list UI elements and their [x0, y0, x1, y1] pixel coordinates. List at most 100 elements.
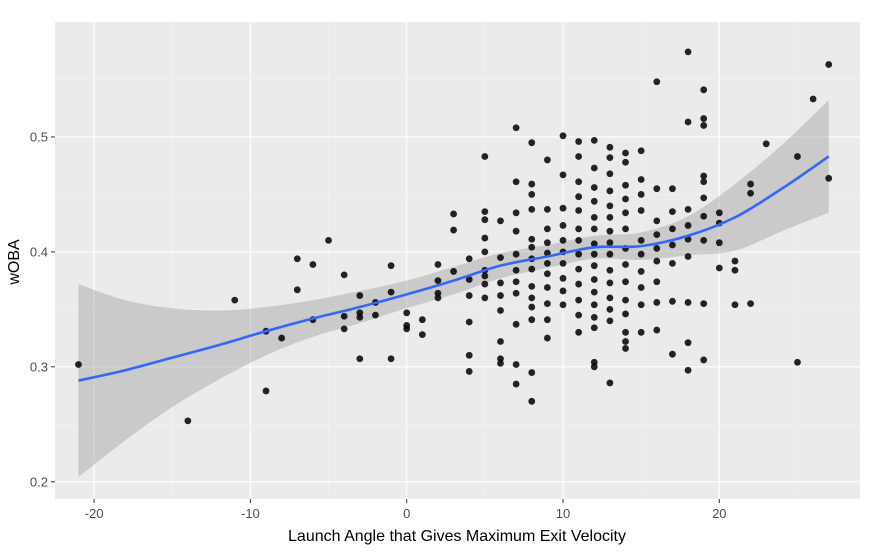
data-point	[669, 185, 676, 193]
y-axis: 0.2 0.3 0.4 0.5	[30, 129, 55, 489]
data-point	[543, 249, 551, 257]
data-point	[293, 255, 301, 263]
data-point	[543, 270, 551, 278]
data-point	[481, 208, 489, 216]
data-point	[669, 259, 676, 267]
data-point	[543, 156, 551, 164]
data-point	[637, 207, 645, 214]
data-point	[465, 318, 473, 326]
data-point	[559, 222, 567, 229]
data-point	[465, 368, 473, 375]
data-point	[372, 311, 379, 319]
data-point	[590, 136, 598, 144]
data-point	[403, 309, 411, 317]
data-point	[575, 207, 583, 214]
data-point	[387, 355, 395, 363]
data-point	[465, 292, 473, 299]
data-point	[825, 174, 833, 182]
data-point	[528, 235, 536, 243]
data-point	[231, 296, 239, 304]
data-point	[590, 250, 598, 258]
data-point	[622, 225, 629, 233]
y-tick-label: 0.5	[30, 129, 48, 144]
data-point	[309, 261, 317, 268]
x-tick-label: 20	[712, 506, 726, 521]
data-point	[497, 292, 504, 299]
data-point	[528, 139, 536, 147]
data-point	[543, 205, 551, 213]
data-point	[669, 350, 676, 358]
data-point	[653, 245, 661, 252]
data-points	[75, 48, 833, 425]
data-point	[606, 202, 614, 210]
data-point	[356, 292, 364, 299]
data-point	[528, 180, 536, 188]
data-point	[528, 191, 536, 198]
data-point	[559, 259, 567, 267]
data-point	[559, 132, 567, 140]
data-point	[575, 193, 583, 201]
data-point	[700, 212, 708, 220]
data-point	[700, 86, 708, 94]
data-point	[606, 239, 614, 247]
data-point	[403, 325, 411, 333]
data-point	[590, 225, 598, 233]
data-point	[559, 236, 567, 244]
data-point	[622, 158, 629, 166]
data-point	[669, 225, 676, 233]
data-point	[606, 170, 614, 178]
data-point	[528, 205, 536, 213]
data-point	[465, 276, 473, 283]
data-point	[747, 300, 754, 308]
data-point	[637, 176, 645, 183]
data-point	[700, 356, 708, 364]
data-point	[590, 213, 598, 221]
data-point	[606, 279, 614, 287]
data-point	[794, 358, 801, 366]
data-point	[622, 261, 629, 268]
data-point	[700, 300, 708, 308]
data-point	[575, 328, 583, 336]
data-point	[700, 194, 708, 202]
data-point	[387, 262, 395, 270]
data-point	[700, 172, 708, 180]
data-point	[731, 266, 739, 274]
data-point	[684, 339, 692, 347]
data-point	[794, 153, 801, 160]
x-tick-label: 0	[403, 506, 410, 521]
data-point	[575, 153, 583, 160]
data-point	[606, 305, 614, 313]
data-point	[543, 225, 551, 233]
data-point	[497, 338, 504, 345]
data-point	[575, 250, 583, 258]
minor-grid	[55, 22, 860, 499]
data-point	[606, 250, 614, 258]
data-point	[622, 296, 629, 304]
data-point	[497, 217, 504, 225]
data-point	[590, 276, 598, 283]
data-point	[512, 278, 520, 286]
data-point	[590, 313, 598, 321]
data-point	[637, 250, 645, 258]
data-point	[325, 236, 332, 244]
data-point	[731, 257, 739, 265]
data-point	[669, 297, 676, 305]
data-point	[340, 325, 348, 333]
data-point	[653, 278, 661, 286]
data-point	[481, 234, 489, 242]
data-point	[293, 286, 301, 294]
data-point	[590, 324, 598, 332]
data-point	[653, 185, 661, 193]
data-point	[512, 209, 520, 217]
data-point	[684, 48, 692, 56]
data-point	[747, 180, 754, 188]
data-point	[528, 316, 536, 324]
data-point	[590, 301, 598, 309]
data-point	[543, 284, 551, 291]
data-point	[184, 417, 192, 425]
data-point	[669, 208, 676, 216]
data-point	[481, 294, 489, 302]
data-point	[590, 164, 598, 172]
data-point	[481, 153, 489, 160]
data-point	[684, 222, 692, 229]
